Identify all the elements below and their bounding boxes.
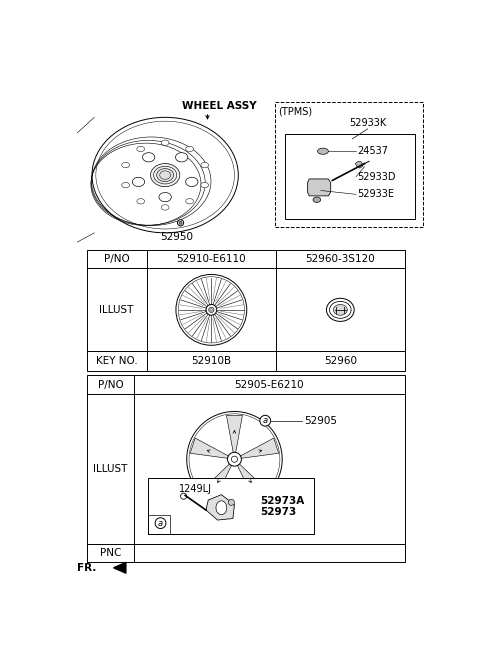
Circle shape (179, 221, 182, 225)
Ellipse shape (156, 169, 174, 181)
Ellipse shape (326, 298, 354, 321)
Text: KEY NO.: KEY NO. (96, 356, 137, 366)
Ellipse shape (159, 193, 171, 202)
Text: 52950: 52950 (160, 232, 193, 242)
Ellipse shape (137, 198, 144, 204)
Polygon shape (190, 438, 228, 459)
Polygon shape (114, 562, 126, 573)
Ellipse shape (122, 183, 130, 188)
Text: WHEEL ASSY: WHEEL ASSY (182, 101, 256, 111)
Circle shape (187, 411, 282, 507)
Circle shape (228, 452, 241, 466)
Bar (275, 102, 423, 227)
Text: 1249LJ: 1249LJ (179, 484, 212, 494)
Bar (86, 375, 405, 562)
Ellipse shape (186, 177, 198, 187)
Circle shape (176, 275, 247, 346)
Text: FR.: FR. (77, 563, 96, 573)
Polygon shape (238, 464, 267, 499)
Text: 52910B: 52910B (192, 356, 231, 366)
Circle shape (180, 493, 187, 499)
Circle shape (178, 219, 184, 226)
Text: 52933E: 52933E (358, 189, 395, 199)
Polygon shape (206, 495, 234, 520)
Ellipse shape (334, 304, 347, 315)
Ellipse shape (122, 162, 130, 168)
Text: 24537: 24537 (358, 147, 389, 156)
Bar (86, 250, 405, 371)
Ellipse shape (151, 164, 180, 187)
Text: 52933D: 52933D (358, 171, 396, 181)
Bar (148, 516, 170, 534)
Circle shape (155, 518, 166, 528)
Text: ILLUST: ILLUST (99, 305, 134, 315)
Text: 52910-E6110: 52910-E6110 (177, 254, 246, 264)
Polygon shape (240, 438, 279, 459)
Text: 52960-3S120: 52960-3S120 (305, 254, 375, 264)
Ellipse shape (201, 183, 208, 188)
Text: 52960: 52960 (324, 356, 357, 366)
Circle shape (206, 304, 217, 315)
Ellipse shape (132, 177, 144, 187)
Circle shape (209, 307, 214, 313)
Ellipse shape (216, 501, 227, 514)
Circle shape (228, 499, 234, 505)
Polygon shape (308, 179, 331, 196)
Text: 52905: 52905 (304, 416, 337, 426)
Ellipse shape (318, 148, 328, 154)
Bar (285, 134, 415, 219)
Bar (148, 478, 314, 534)
Text: 52905-E6210: 52905-E6210 (235, 380, 304, 390)
Circle shape (260, 415, 271, 426)
Ellipse shape (176, 152, 188, 162)
Text: P/NO: P/NO (97, 380, 123, 390)
Text: 52973A: 52973A (260, 496, 304, 506)
Text: (TPMS): (TPMS) (278, 106, 312, 116)
Ellipse shape (161, 205, 169, 210)
Text: P/NO: P/NO (104, 254, 130, 264)
Ellipse shape (186, 147, 193, 152)
Text: PNC: PNC (100, 548, 121, 558)
Ellipse shape (161, 140, 169, 145)
Polygon shape (355, 161, 363, 168)
Text: 52933K: 52933K (349, 118, 386, 129)
Ellipse shape (143, 152, 155, 162)
Ellipse shape (313, 197, 321, 202)
Polygon shape (202, 464, 231, 499)
Polygon shape (227, 415, 242, 453)
Text: a: a (263, 417, 268, 425)
Text: 52973: 52973 (260, 507, 296, 516)
Ellipse shape (186, 198, 193, 204)
Text: ILLUST: ILLUST (93, 464, 128, 474)
Ellipse shape (137, 147, 144, 152)
Ellipse shape (201, 162, 208, 168)
Text: a: a (158, 518, 163, 528)
